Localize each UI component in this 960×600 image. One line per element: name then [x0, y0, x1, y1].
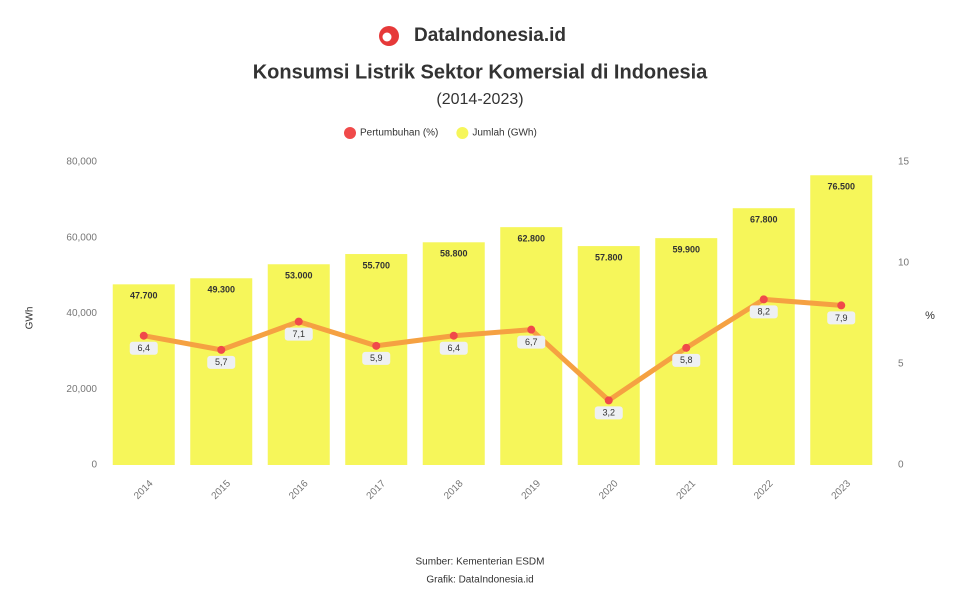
- source: Grafik: DataIndonesia.id: [426, 575, 533, 586]
- y-tick-label: 60,000: [66, 232, 97, 243]
- line-value-label: 5,9: [370, 353, 383, 363]
- line-value-label: 6,7: [525, 337, 538, 347]
- line-value-label: 7,1: [292, 329, 305, 339]
- bar-value-label: 59.900: [672, 245, 700, 255]
- bar: [267, 264, 330, 465]
- y2-tick-label: 0: [898, 460, 904, 471]
- bar-value-label: 58.800: [440, 249, 468, 259]
- source: Sumber: Kementerian ESDM: [416, 557, 545, 568]
- line-label-bg: [284, 327, 313, 341]
- line-point: [682, 343, 691, 352]
- x-tick-label: 2022: [752, 478, 776, 502]
- logo-hole: [382, 32, 392, 42]
- line-label-bg: [362, 351, 391, 365]
- x-tick-label: 2023: [830, 478, 854, 502]
- x-tick-label: 2015: [210, 478, 234, 502]
- line-label-bg: [672, 353, 701, 367]
- bar-value-label: 47.700: [130, 291, 158, 301]
- chart-title: Konsumsi Listrik Sektor Komersial di Ind…: [253, 61, 708, 83]
- x-tick-label: 2018: [442, 478, 466, 502]
- line-value-label: 6,4: [447, 343, 460, 353]
- line-point: [759, 295, 768, 304]
- bar: [112, 284, 175, 465]
- line-point: [139, 331, 148, 340]
- line-label-bg: [517, 335, 546, 349]
- line-value-label: 5,7: [215, 357, 228, 367]
- x-tick-label: 2017: [365, 478, 389, 502]
- legend-label: Jumlah (GWh): [472, 128, 536, 139]
- bar: [190, 278, 253, 465]
- bar-value-label: 55.700: [362, 260, 390, 270]
- bar: [577, 246, 640, 465]
- line-point: [449, 331, 458, 340]
- line: [143, 296, 842, 403]
- bar-value-label: 57.800: [595, 252, 623, 262]
- line-point: [527, 325, 536, 334]
- chart-subtitle: (2014-2023): [436, 91, 523, 108]
- x-tick-label: 2016: [287, 478, 311, 502]
- line-label-bg: [749, 305, 778, 319]
- bar: [732, 208, 795, 465]
- line-value-label: 7,9: [835, 313, 848, 323]
- bar-value-label: 53.000: [285, 271, 313, 281]
- legend-marker: [344, 127, 356, 139]
- y-tick-label: 20,000: [66, 384, 97, 395]
- line-label-bg: [207, 355, 236, 369]
- line-value-label: 3,2: [602, 408, 615, 418]
- bar-value-label: 49.300: [207, 285, 235, 295]
- brand: DataIndonesia.id: [414, 25, 566, 46]
- bar-value-label: 76.500: [827, 182, 855, 192]
- y2-axis-label: %: [925, 310, 935, 322]
- line-label-bg: [594, 406, 623, 420]
- line-label-bg: [827, 311, 856, 325]
- y2-tick-label: 15: [898, 157, 910, 168]
- bar-value-label: 62.800: [517, 234, 545, 244]
- x-tick-label: 2021: [675, 478, 699, 502]
- legend-marker: [456, 127, 469, 139]
- y-tick-label: 40,000: [66, 308, 97, 319]
- legend-label: Pertumbuhan (%): [360, 128, 438, 139]
- line-value-label: 8,2: [757, 307, 770, 317]
- x-tick-label: 2020: [597, 478, 621, 502]
- y2-tick-label: 5: [898, 359, 904, 370]
- line-label-bg: [129, 341, 158, 355]
- line-point: [294, 317, 303, 326]
- line-label-bg: [439, 341, 468, 355]
- line-point: [372, 341, 381, 350]
- line-value-label: 6,4: [137, 343, 150, 353]
- y-axis-label: GWh: [25, 307, 36, 330]
- line-point: [837, 301, 846, 310]
- y-tick-label: 0: [91, 460, 97, 471]
- x-tick-label: 2019: [520, 478, 544, 502]
- y2-tick-label: 10: [898, 258, 910, 269]
- line-point: [604, 396, 613, 405]
- line-point: [217, 345, 226, 354]
- y-tick-label: 80,000: [66, 157, 97, 168]
- bar-value-label: 67.800: [750, 215, 778, 225]
- line-value-label: 5,8: [680, 355, 693, 365]
- x-tick-label: 2014: [132, 478, 156, 502]
